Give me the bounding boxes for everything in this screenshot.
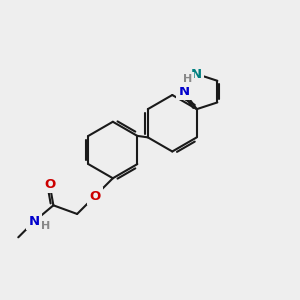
Text: N: N [178, 85, 190, 98]
Text: H: H [183, 74, 192, 84]
Text: N: N [28, 215, 40, 228]
Text: O: O [44, 178, 55, 191]
Text: N: N [191, 68, 202, 81]
Text: H: H [41, 221, 50, 231]
Text: O: O [89, 190, 100, 202]
